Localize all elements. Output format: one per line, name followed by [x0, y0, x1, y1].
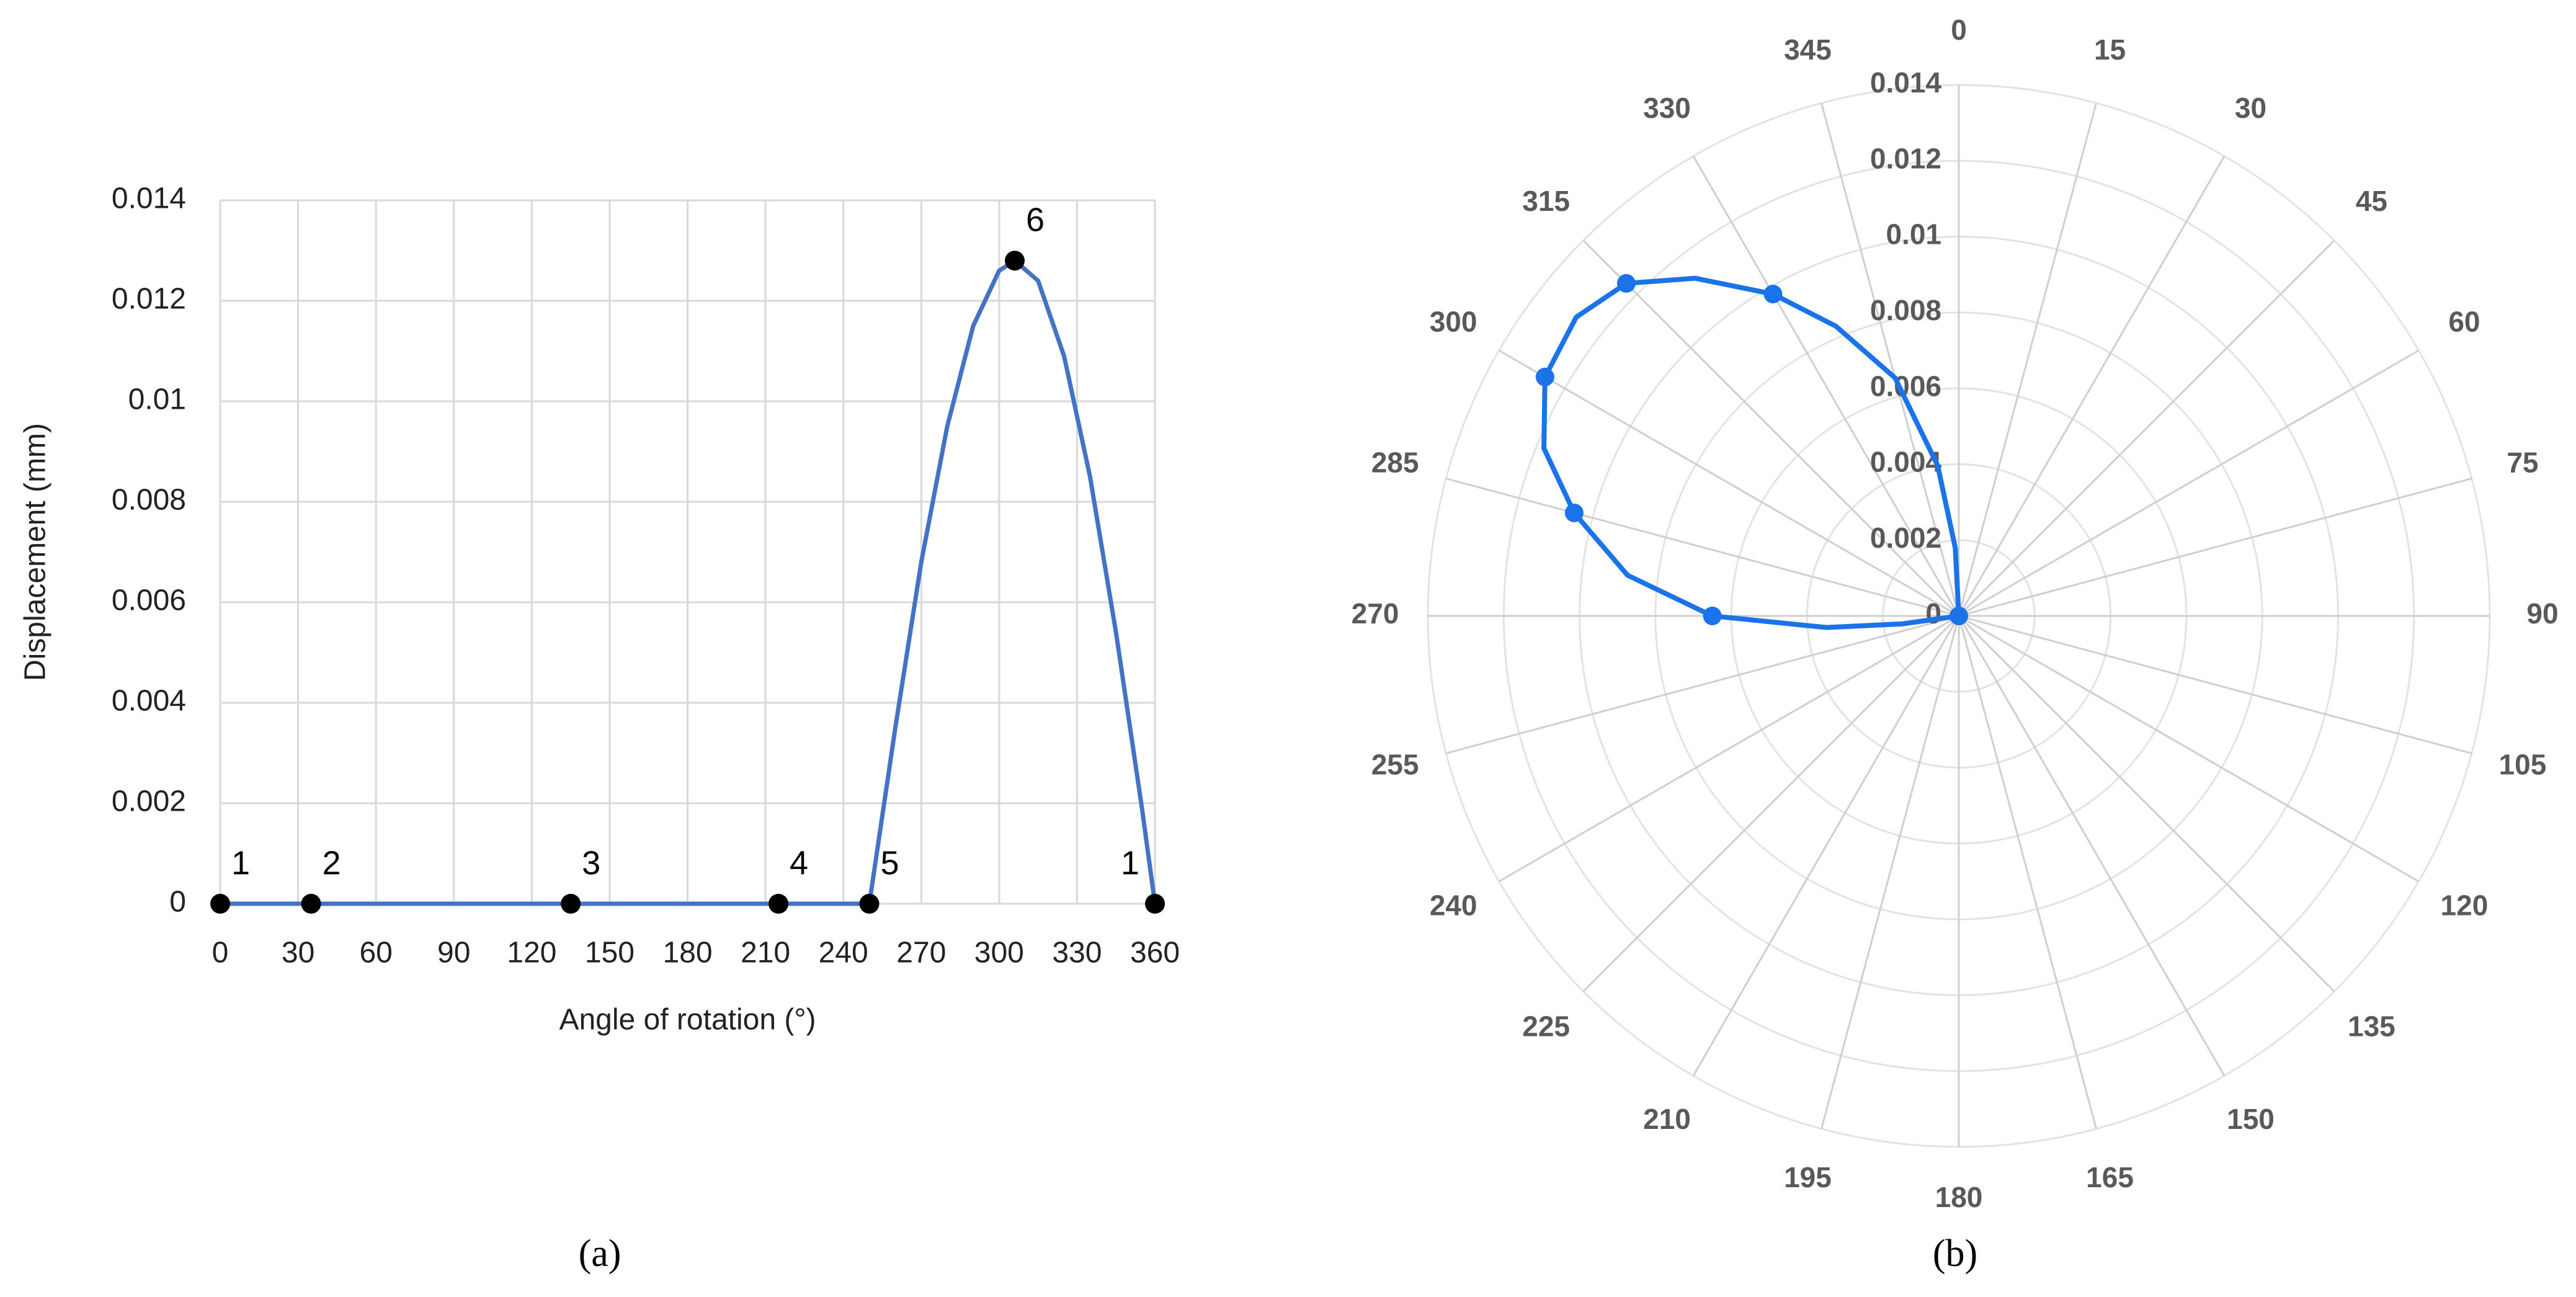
data-point [1004, 251, 1025, 271]
angle-label: 195 [1784, 1161, 1832, 1193]
y-tick-label: 0.012 [112, 283, 186, 316]
angle-label: 15 [2094, 33, 2126, 66]
r-tick-label: 0.01 [1886, 218, 1941, 251]
data-point [210, 894, 230, 914]
spoke [1958, 349, 2420, 617]
angle-label: 255 [1371, 749, 1419, 781]
angle-label: 75 [2507, 447, 2538, 479]
point-label: 3 [582, 844, 600, 881]
x-tick-label: 240 [819, 937, 868, 969]
x-tick-label: 60 [359, 937, 392, 969]
y-tick-label: 0 [169, 886, 186, 919]
caption: (b) [1933, 1232, 1977, 1275]
spoke [1958, 478, 2472, 617]
r-tick-label: 0.012 [1870, 142, 1941, 174]
angle-label: 60 [2448, 306, 2480, 338]
spoke [1445, 478, 1959, 617]
spoke [1692, 615, 1960, 1077]
data-line [1541, 275, 1961, 630]
angle-label: 345 [1784, 33, 1832, 66]
spoke [1958, 615, 2420, 883]
spoke [1582, 615, 1960, 992]
spoke [1498, 349, 1959, 617]
data-point [301, 894, 321, 914]
angle-label: 285 [1371, 447, 1419, 479]
point-label: 1 [231, 844, 250, 881]
spoke [1821, 102, 1960, 617]
spoke [1582, 239, 1960, 617]
spoke [1958, 615, 2226, 1077]
point-label: 6 [1026, 201, 1045, 238]
y-tick-label: 0.004 [112, 685, 186, 718]
data-point [1616, 274, 1636, 293]
x-axis-title: Angle of rotation (°) [559, 1004, 816, 1036]
angle-label: 150 [2227, 1103, 2275, 1135]
angle-label: 45 [2356, 185, 2387, 217]
angle-label: 120 [2441, 889, 2489, 922]
y-axis-title: Displacement (mm) [19, 423, 52, 681]
point-label: 5 [881, 844, 899, 881]
y-tick-label: 0.014 [112, 182, 186, 215]
angle-label: 315 [1522, 185, 1570, 217]
x-tick-label: 150 [585, 937, 635, 969]
angle-label: 135 [2348, 1010, 2396, 1043]
data-point [1564, 503, 1584, 522]
angle-label: 240 [1430, 889, 1477, 922]
angle-label: 90 [2526, 597, 2558, 630]
x-tick-label: 120 [507, 937, 556, 969]
spoke [1821, 615, 1960, 1130]
x-tick-label: 180 [662, 937, 712, 969]
y-tick-label: 0.002 [112, 785, 186, 818]
angle-label: 165 [2086, 1161, 2134, 1193]
data-point [1535, 367, 1554, 386]
angle-label: 0 [1951, 14, 1967, 46]
data-line [220, 257, 1157, 906]
x-tick-label: 210 [741, 937, 790, 969]
spoke [1498, 615, 1959, 883]
data-point [1703, 607, 1722, 625]
data-point [561, 894, 581, 914]
r-tick-label: 0.014 [1870, 66, 1942, 99]
spoke [1958, 615, 2472, 754]
x-tick-label: 30 [282, 937, 314, 969]
angle-label: 210 [1643, 1103, 1691, 1135]
spoke [1692, 155, 1960, 617]
data-point [859, 894, 880, 914]
spoke [1958, 239, 2335, 617]
angle-label: 225 [1522, 1010, 1570, 1043]
x-tick-label: 330 [1052, 937, 1102, 969]
x-tick-label: 360 [1130, 937, 1180, 969]
x-tick-label: 300 [974, 937, 1024, 969]
y-tick-label: 0.006 [112, 584, 186, 617]
spoke [1445, 615, 1959, 754]
spoke [1958, 615, 2335, 992]
point-label: 4 [790, 844, 808, 881]
angle-label: 330 [1643, 92, 1691, 124]
data-point [1145, 894, 1165, 914]
angle-label: 105 [2499, 749, 2547, 781]
x-tick-label: 270 [896, 937, 946, 969]
data-point [769, 894, 789, 914]
point-label: 2 [323, 844, 341, 881]
angle-label: 300 [1430, 306, 1477, 338]
spoke [1958, 102, 2097, 617]
angle-label: 30 [2235, 92, 2266, 124]
caption: (a) [579, 1232, 622, 1275]
spoke [1958, 615, 2097, 1130]
r-tick-label: 0.002 [1870, 522, 1941, 554]
y-tick-label: 0.01 [128, 383, 186, 416]
r-tick-label: 0.008 [1870, 294, 1941, 326]
spoke [1958, 155, 2226, 617]
data-point [1950, 607, 1968, 625]
data-point [1763, 285, 1783, 304]
x-tick-label: 90 [437, 937, 470, 969]
y-tick-label: 0.008 [112, 484, 186, 517]
angle-label: 270 [1352, 597, 1399, 630]
angle-label: 180 [1935, 1181, 1983, 1213]
point-label: 1 [1121, 844, 1139, 881]
x-tick-label: 0 [212, 937, 229, 969]
r-tick-label: 0 [1925, 597, 1941, 630]
